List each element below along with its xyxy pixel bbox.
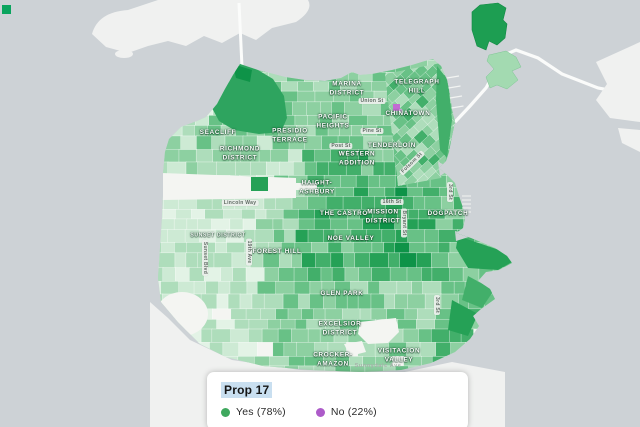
- no-dot-icon: [315, 407, 325, 417]
- prop-title: Prop 17: [221, 382, 273, 398]
- legend-item-no: No (22%): [315, 406, 377, 418]
- no-label: No (22%): [330, 406, 377, 418]
- results-legend: Prop 17 Yes (78%) No (22%): [207, 372, 468, 427]
- yes-label: Yes (78%): [236, 406, 286, 418]
- yes-dot-icon: [221, 407, 230, 417]
- corner-marker: [2, 5, 11, 14]
- legend-item-yes: Yes (78%): [221, 406, 286, 418]
- legend-row: Yes (78%) No (22%): [221, 406, 454, 418]
